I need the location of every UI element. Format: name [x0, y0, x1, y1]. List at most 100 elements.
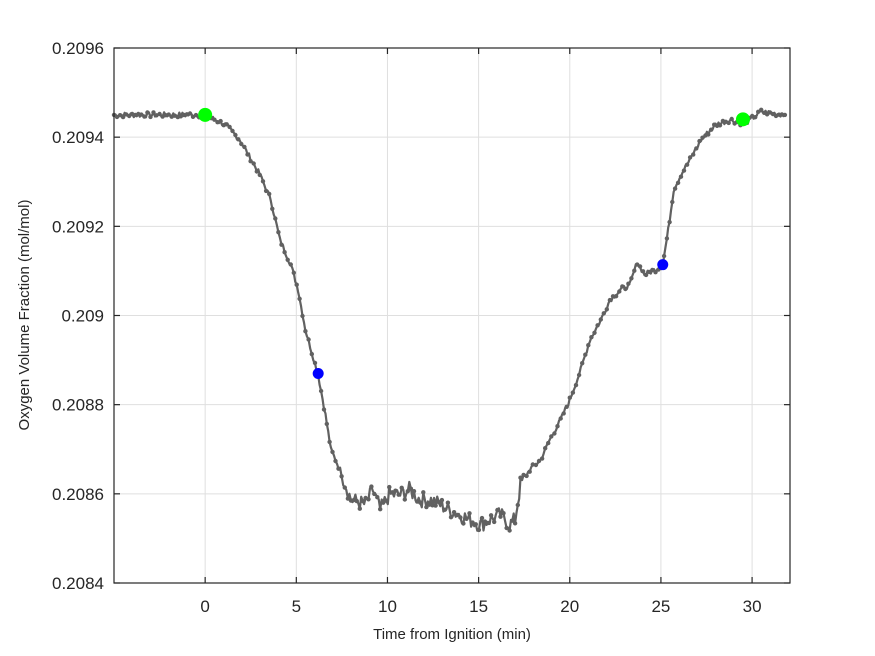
data-point [610, 294, 616, 299]
data-point [378, 507, 383, 512]
data-point [464, 516, 469, 521]
data-point [632, 268, 637, 273]
data-point [312, 360, 318, 366]
data-point [504, 525, 509, 531]
data-point [442, 507, 448, 512]
data-point [558, 416, 563, 421]
data-point [448, 515, 454, 520]
data-point [604, 307, 609, 312]
data-point [393, 488, 398, 493]
data-point [254, 169, 259, 174]
y-tick-label: 0.2088 [52, 396, 104, 415]
data-point [324, 421, 329, 427]
data-point [498, 514, 503, 519]
data-point [527, 469, 532, 474]
data-point [617, 289, 622, 294]
data-point [681, 168, 687, 173]
data-point [273, 216, 278, 221]
data-point [357, 506, 362, 511]
data-point [233, 132, 238, 138]
data-point [212, 117, 217, 122]
data-point [145, 110, 150, 115]
data-point [408, 486, 414, 491]
data-point [336, 466, 341, 471]
data-point [552, 431, 557, 436]
data-point [684, 162, 690, 167]
data-point [512, 521, 518, 526]
data-point [411, 489, 417, 494]
data-point [321, 407, 327, 412]
data-point [399, 485, 404, 490]
data-point [461, 521, 466, 526]
data-series [111, 107, 788, 533]
data-point [697, 138, 702, 144]
data-point [564, 404, 569, 409]
data-point [753, 115, 758, 120]
data-point [583, 352, 588, 357]
y-axis-label: Oxygen Volume Fraction (mol/mol) [16, 200, 33, 431]
y-tick-label: 0.2096 [52, 39, 104, 58]
data-point [421, 490, 426, 495]
data-point [455, 512, 460, 518]
data-point [629, 276, 634, 281]
data-point [439, 497, 445, 503]
data-point [227, 124, 232, 130]
data-point [260, 179, 266, 184]
data-point [473, 522, 478, 527]
data-point [303, 329, 308, 334]
data-point [653, 270, 658, 275]
data-point [339, 474, 344, 479]
x-tick-labels: 0 5 10 15 20 25 30 [200, 597, 761, 616]
data-point [670, 199, 675, 205]
data-point [120, 114, 126, 120]
data-point [418, 500, 423, 505]
data-point [501, 511, 506, 516]
data-point [236, 137, 241, 142]
data-point [543, 446, 548, 451]
data-point [694, 146, 699, 151]
data-point [451, 510, 457, 515]
data-point [276, 230, 281, 235]
data-point [613, 294, 619, 299]
y-tick-label: 0.2092 [52, 217, 104, 236]
data-point [424, 504, 429, 510]
data-point [518, 475, 523, 480]
data-point [384, 498, 389, 503]
data-point [678, 174, 684, 179]
x-tick-label: 10 [378, 597, 397, 616]
data-point [729, 116, 734, 122]
data-point [387, 484, 392, 490]
data-point [327, 439, 332, 445]
green-marker [735, 112, 750, 127]
data-point [445, 500, 451, 505]
data-point [759, 107, 764, 113]
data-point [402, 497, 407, 502]
data-point [267, 191, 272, 197]
data-point [573, 382, 579, 388]
data-point [640, 269, 646, 274]
data-point [306, 337, 311, 342]
data-point [476, 527, 482, 533]
data-point [375, 495, 380, 500]
data-point [433, 503, 438, 508]
data-point [561, 411, 566, 416]
data-point [598, 317, 603, 322]
data-point [148, 114, 153, 120]
data-point [405, 489, 410, 494]
data-point [623, 286, 628, 292]
data-point [533, 462, 539, 468]
data-point [524, 473, 529, 479]
data-point [601, 311, 606, 316]
data-point [507, 528, 512, 533]
data-point [257, 172, 262, 178]
data-point [151, 110, 156, 115]
data-point [270, 206, 275, 211]
data-point [248, 159, 253, 164]
x-tick-label: 20 [560, 597, 579, 616]
x-tick-label: 25 [651, 597, 670, 616]
data-point [309, 351, 314, 357]
data-point [706, 132, 711, 137]
data-point [242, 144, 247, 150]
data-point [586, 343, 591, 348]
data-point [567, 395, 572, 400]
